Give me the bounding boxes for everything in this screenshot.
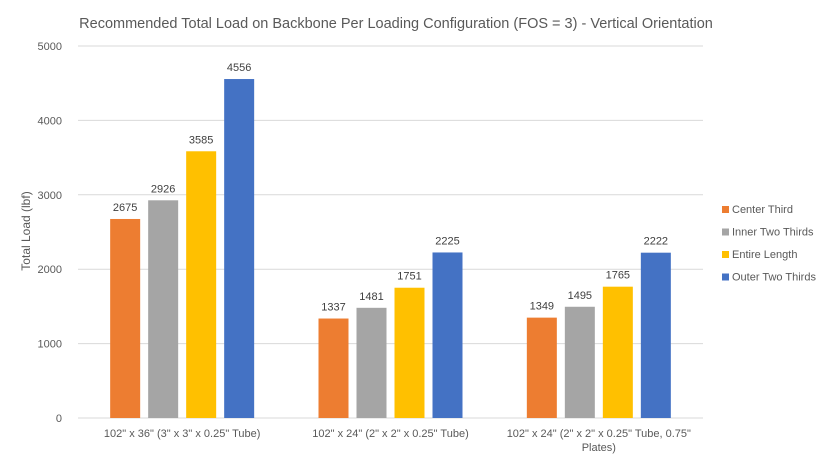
y-tick-label: 2000 — [38, 264, 62, 276]
legend-swatch — [722, 251, 729, 258]
legend: Center Third Inner Two Thirds Entire Lengt… — [722, 204, 816, 284]
x-axis-ticks: 102" x 36" (3" x 3" x 0.25" Tube) 102" x … — [104, 428, 691, 454]
bars — [110, 79, 671, 418]
legend-swatch — [722, 273, 729, 281]
y-tick-label: 3000 — [38, 190, 62, 202]
data-label: 1349 — [530, 301, 554, 313]
legend-label: Outer Two Thirds — [732, 272, 816, 284]
data-label: 2222 — [644, 236, 668, 248]
x-tick-label: 102" x 24" (2" x 2" x 0.25" Tube) — [312, 428, 469, 440]
bar — [526, 317, 557, 418]
data-label: 3585 — [189, 134, 213, 146]
bar — [394, 287, 425, 418]
legend-swatch — [722, 228, 729, 236]
data-label: 1751 — [397, 271, 421, 283]
bar — [564, 306, 595, 418]
bar — [186, 151, 217, 418]
bar — [318, 318, 349, 418]
data-label: 1765 — [606, 270, 630, 282]
data-labels: 2675 2926 3585 4556 1337 1481 1751 2225 1349 1495… — [113, 62, 668, 313]
data-label: 1481 — [359, 291, 383, 303]
x-tick-label: 102" x 36" (3" x 3" x 0.25" Tube) — [104, 428, 261, 440]
gridlines — [78, 45, 703, 419]
y-tick-label: 1000 — [38, 339, 62, 351]
y-axis-label: Total Load (lbf) — [19, 191, 33, 270]
y-tick-label: 5000 — [38, 41, 62, 53]
bar — [110, 218, 141, 418]
data-label: 2675 — [113, 202, 137, 214]
data-label: 2926 — [151, 183, 175, 195]
y-tick-label: 4000 — [38, 115, 62, 127]
bar — [602, 286, 633, 418]
data-label: 2225 — [435, 235, 459, 247]
legend-label: Center Third — [732, 204, 793, 216]
legend-label: Entire Length — [732, 249, 797, 261]
bar — [224, 79, 255, 418]
x-tick-label: 102" x 24" (2" x 2" x 0.25" Tube, 0.75" — [507, 428, 691, 440]
y-axis-ticks: 0 1000 2000 3000 4000 5000 — [38, 41, 62, 425]
bar — [432, 252, 463, 418]
bar — [640, 252, 671, 418]
y-tick-label: 0 — [56, 413, 62, 425]
legend-swatch — [722, 206, 729, 213]
data-label: 4556 — [227, 62, 251, 74]
chart-title: Recommended Total Load on Backbone Per L… — [79, 16, 713, 32]
data-label: 1495 — [568, 290, 592, 302]
x-tick-label: Plates) — [582, 442, 616, 454]
bar — [148, 200, 179, 418]
data-label: 1337 — [321, 302, 345, 314]
bar — [356, 307, 387, 418]
legend-label: Inner Two Thirds — [732, 227, 814, 239]
